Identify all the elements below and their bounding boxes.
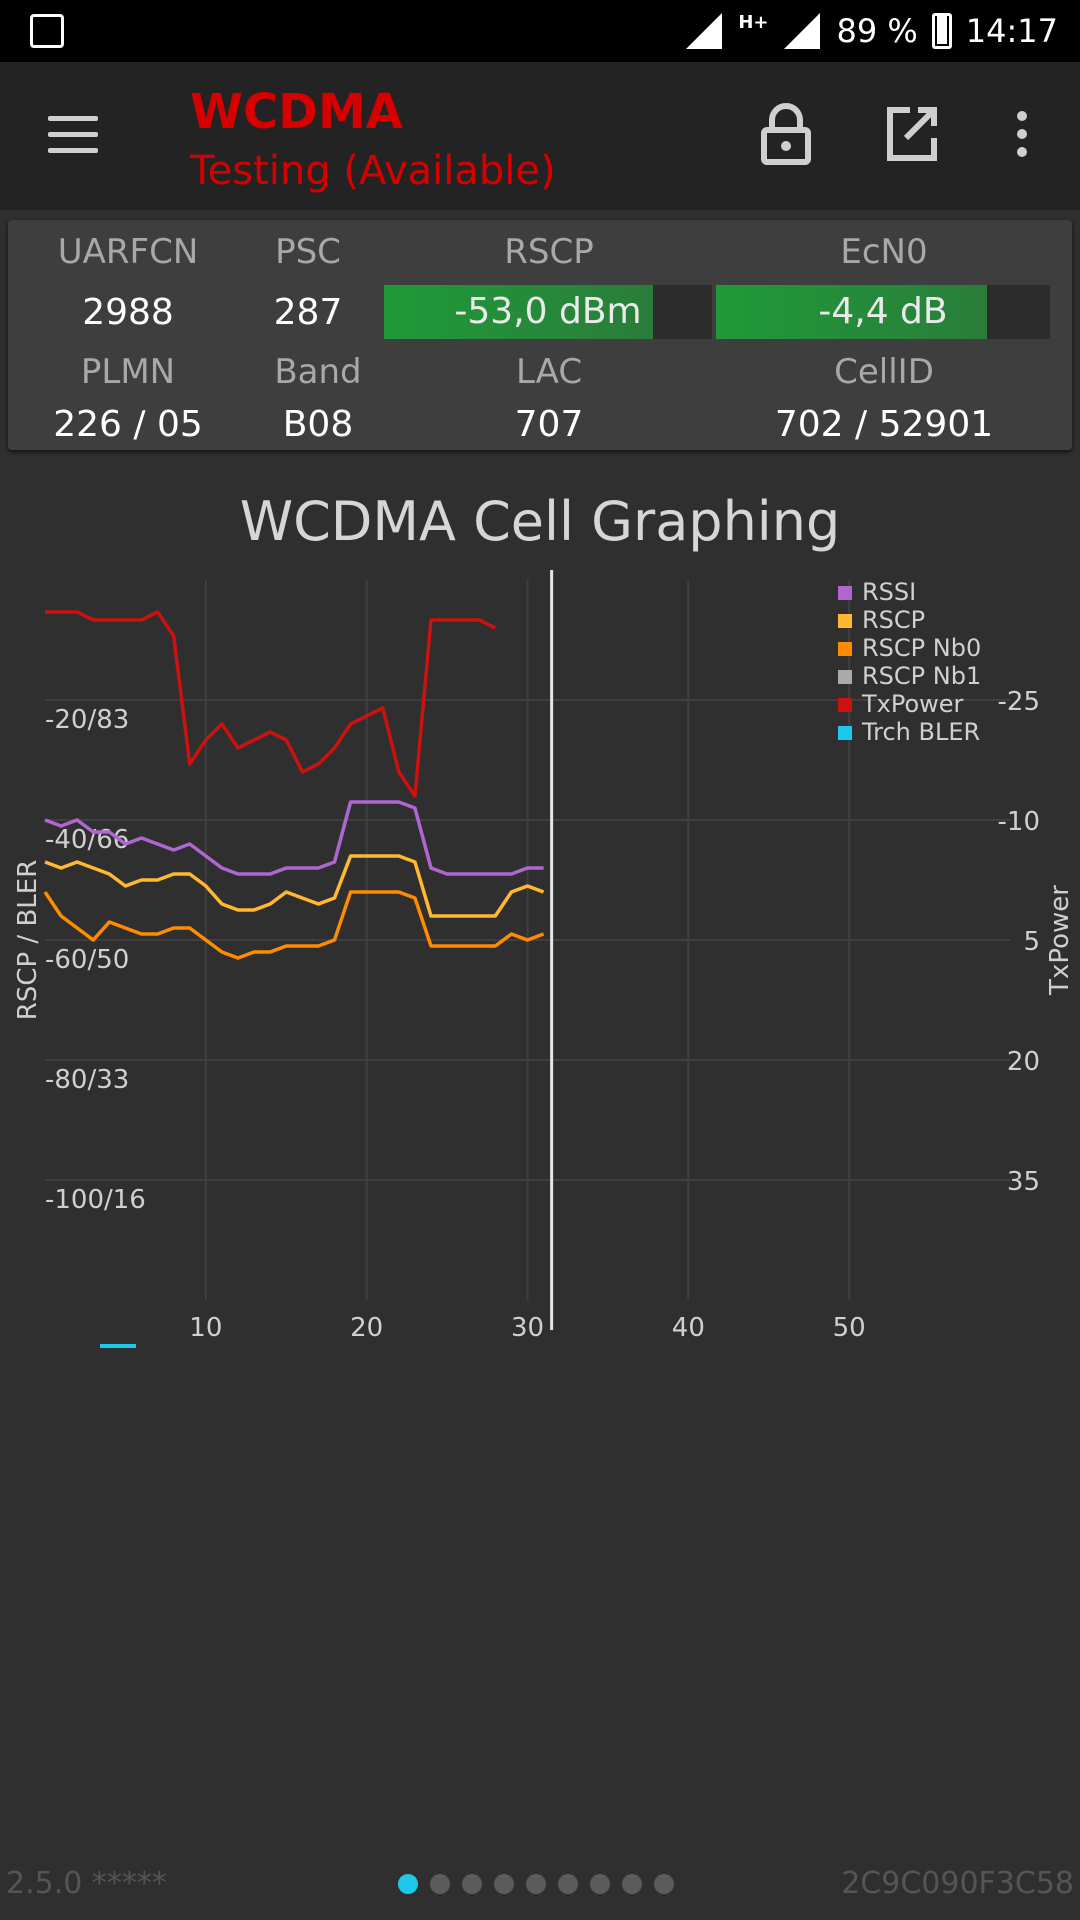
cellid-label: CellID (834, 352, 934, 392)
device-id: 2C9C090F3C58 (841, 1866, 1074, 1901)
ecn0-value: -4,4 dB (818, 291, 948, 332)
page-dot[interactable] (526, 1874, 546, 1894)
series-line (44, 800, 544, 876)
cell-info-panel: UARFCN 2988 PSC 287 RSCP -53,0 dBm EcN0 … (8, 220, 1072, 450)
psc-label: PSC (275, 232, 341, 272)
chart-title: WCDMA Cell Graphing (239, 490, 841, 553)
legend-swatch (838, 698, 852, 712)
legend-label: RSSI (862, 578, 916, 606)
x-tick-label: 20 (350, 1313, 383, 1343)
y-right-tick-label: 35 (1007, 1167, 1040, 1197)
y-right-tick-label: 5 (1023, 927, 1040, 957)
ecn0-bar-fill (716, 285, 987, 339)
status-bar: H+ 89 % 14:17 (0, 0, 1080, 62)
open-external-icon[interactable] (882, 102, 942, 166)
band-label: Band (274, 352, 362, 392)
series-line (45, 610, 497, 798)
uarfcn-label: UARFCN (57, 232, 199, 272)
page-dot[interactable] (590, 1874, 610, 1894)
lac-value: 707 (514, 404, 584, 445)
y-right-axis-title: TxPower (1045, 885, 1075, 996)
legend-label: Trch BLER (861, 718, 980, 746)
band-value: B08 (282, 404, 354, 445)
ecn0-label: EcN0 (840, 232, 928, 272)
page-dot[interactable] (622, 1874, 642, 1894)
cellid-value: 702 / 52901 (774, 404, 994, 445)
page-title: WCDMA (190, 84, 403, 140)
ecn0-bar: -4,4 dB (716, 285, 1050, 339)
legend-label: TxPower (861, 690, 964, 718)
signal-icon-2 (784, 13, 821, 49)
page-dot[interactable] (430, 1874, 450, 1894)
legend-swatch (838, 586, 852, 600)
rscp-label: RSCP (504, 232, 594, 272)
y-left-tick-label: -60/50 (45, 945, 129, 975)
app-version: 2.5.0 ***** (6, 1866, 167, 1901)
legend-swatch (838, 642, 852, 656)
rscp-bar: -53,0 dBm (384, 285, 712, 339)
page-dot[interactable] (654, 1874, 674, 1894)
more-options-icon[interactable] (1004, 102, 1040, 166)
legend-swatch (838, 614, 852, 628)
lock-icon[interactable] (756, 102, 816, 166)
y-right-tick-label: 20 (1007, 1047, 1040, 1077)
battery-icon (931, 13, 952, 49)
uarfcn-value: 2988 (82, 292, 174, 333)
legend-label: RSCP (862, 606, 925, 634)
network-type-icon: H+ (738, 11, 769, 33)
page-dot[interactable] (558, 1874, 578, 1894)
y-left-tick-label: -100/16 (45, 1185, 146, 1215)
y-left-tick-label: -40/66 (45, 825, 129, 855)
page-dot[interactable] (462, 1874, 482, 1894)
status-subtitle: Testing (Available) (190, 148, 556, 194)
x-tick-label: 50 (833, 1313, 866, 1343)
cell-graph[interactable]: 10 20 30 40 50 -20/83 -40/66 -60/50 -80/33 -100/1… (0, 560, 1080, 1560)
lac-label: LAC (515, 352, 583, 392)
y-left-tick-label: -80/33 (45, 1065, 129, 1095)
legend-label: RSCP Nb0 (862, 634, 981, 662)
page-dot[interactable] (398, 1874, 418, 1894)
x-tick-label: 30 (511, 1313, 544, 1343)
legend-label: RSCP Nb1 (862, 662, 981, 690)
psc-value: 287 (273, 292, 343, 333)
rscp-bar-fill (384, 285, 653, 339)
plmn-label: PLMN (80, 352, 176, 392)
status-indicators: H+ 89 % 14:17 (684, 0, 1058, 62)
y-right-tick-label: -10 (998, 807, 1040, 837)
y-right-tick-label: -25 (998, 687, 1040, 717)
x-tick-label: 10 (189, 1313, 222, 1343)
y-left-axis-title: RSCP / BLER (13, 860, 43, 1021)
battery-percent: 89 % (836, 12, 918, 50)
menu-icon[interactable] (48, 116, 98, 154)
x-tick-label: 40 (672, 1313, 705, 1343)
page-dot[interactable] (494, 1874, 514, 1894)
y-left-tick-label: -20/83 (45, 705, 129, 735)
legend-swatch (838, 726, 852, 740)
image-notification-icon (30, 14, 64, 48)
clock: 14:17 (965, 12, 1058, 50)
page-indicator[interactable] (398, 1874, 674, 1894)
series-line (43, 890, 545, 960)
plmn-value: 226 / 05 (53, 404, 203, 445)
series-line (44, 854, 545, 918)
legend-swatch (838, 670, 852, 684)
rscp-value: -53,0 dBm (454, 291, 642, 332)
signal-icon (686, 13, 723, 49)
app-bar: WCDMA Testing (Available) (0, 62, 1080, 210)
